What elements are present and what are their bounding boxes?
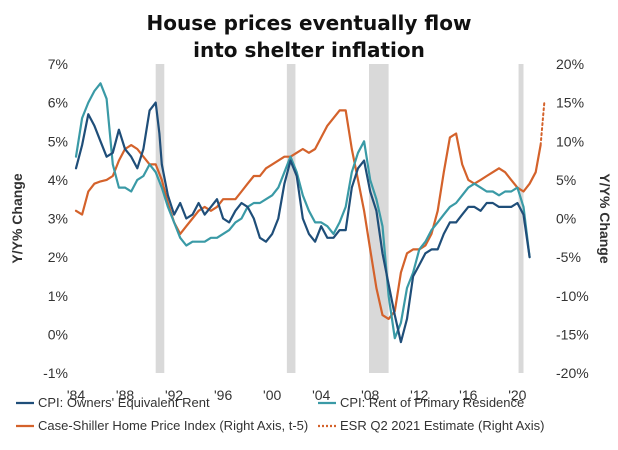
y-right-tick-label: -20% xyxy=(556,365,589,381)
y-right-tick-label: 10% xyxy=(556,133,584,149)
recession-band-1 xyxy=(286,64,296,373)
y-right-tick-label: -10% xyxy=(556,288,589,304)
x-tick-label: '08 xyxy=(361,387,379,403)
recession-band-2 xyxy=(369,64,389,373)
y-right-tick-label: 5% xyxy=(556,172,576,188)
x-tick-label: '96 xyxy=(214,387,232,403)
series-line-2 xyxy=(74,109,542,320)
x-tick-label: '12 xyxy=(410,387,428,403)
legend-label-1-1: ESR Q2 2021 Estimate (Right Axis) xyxy=(340,418,544,433)
legend-label-0-1: CPI: Rent of Primary Residence xyxy=(340,395,524,410)
recession-band-0 xyxy=(155,64,165,373)
x-tick-label: '92 xyxy=(165,387,183,403)
legend: CPI: Owners' Equivalent Rent CPI: Rent of… xyxy=(16,395,544,433)
y-left-tick-label: 7% xyxy=(48,56,68,72)
recession-band-3 xyxy=(518,64,524,373)
y-right-axis-label: Y/Y% Change xyxy=(597,173,613,263)
y-right-tick-label: 20% xyxy=(556,56,584,72)
y-left-tick-label: 6% xyxy=(48,95,68,111)
y-left-tick-label: -1% xyxy=(43,365,68,381)
y-left-axis-label: Y/Y% Change xyxy=(9,173,25,263)
y-left-tick-label: 2% xyxy=(48,249,68,265)
x-tick-label: '04 xyxy=(312,387,330,403)
series-line-1 xyxy=(74,82,531,340)
y-left-tick-label: 0% xyxy=(48,326,68,342)
legend-label-1-0: Case-Shiller Home Price Index (Right Axi… xyxy=(38,418,308,433)
chart-title-line2: into shelter inflation xyxy=(193,38,425,62)
chart-title-line1: House prices eventually flow xyxy=(146,11,472,35)
y-left-tick-label: 4% xyxy=(48,172,68,188)
x-tick-label: '00 xyxy=(263,387,281,403)
recession-bands xyxy=(155,64,524,373)
x-tick-label: '88 xyxy=(116,387,134,403)
series-line-0 xyxy=(74,101,531,344)
series-lines xyxy=(74,82,546,344)
legend-label-0-0: CPI: Owners' Equivalent Rent xyxy=(38,395,210,410)
y-right-tick-label: -15% xyxy=(556,326,589,342)
y-right-tick-label: 0% xyxy=(556,211,576,227)
x-tick-label: '84 xyxy=(67,387,85,403)
chart-title: House prices eventually flow into shelte… xyxy=(0,10,618,64)
y-left-tick-label: 5% xyxy=(48,133,68,149)
y-right-tick-label: -5% xyxy=(556,249,581,265)
y-right-tick-label: 15% xyxy=(556,95,584,111)
y-left-tick-label: 3% xyxy=(48,211,68,227)
y-left-tick-label: 1% xyxy=(48,288,68,304)
x-tick-label: '16 xyxy=(459,387,477,403)
x-tick-label: '20 xyxy=(508,387,526,403)
series-line-3 xyxy=(539,101,546,147)
axes: 7% 6% 5% 4% 3% 2% 1% 0% -1% 20% 15% 10% 5% 0% -5% -10% -… xyxy=(9,56,613,403)
